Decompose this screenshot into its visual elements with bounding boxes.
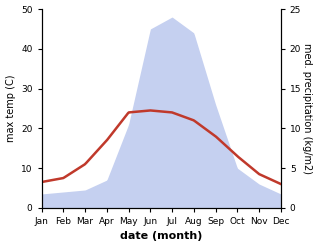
Y-axis label: max temp (C): max temp (C) (5, 75, 16, 142)
X-axis label: date (month): date (month) (120, 231, 203, 242)
Y-axis label: med. precipitation (kg/m2): med. precipitation (kg/m2) (302, 43, 313, 174)
